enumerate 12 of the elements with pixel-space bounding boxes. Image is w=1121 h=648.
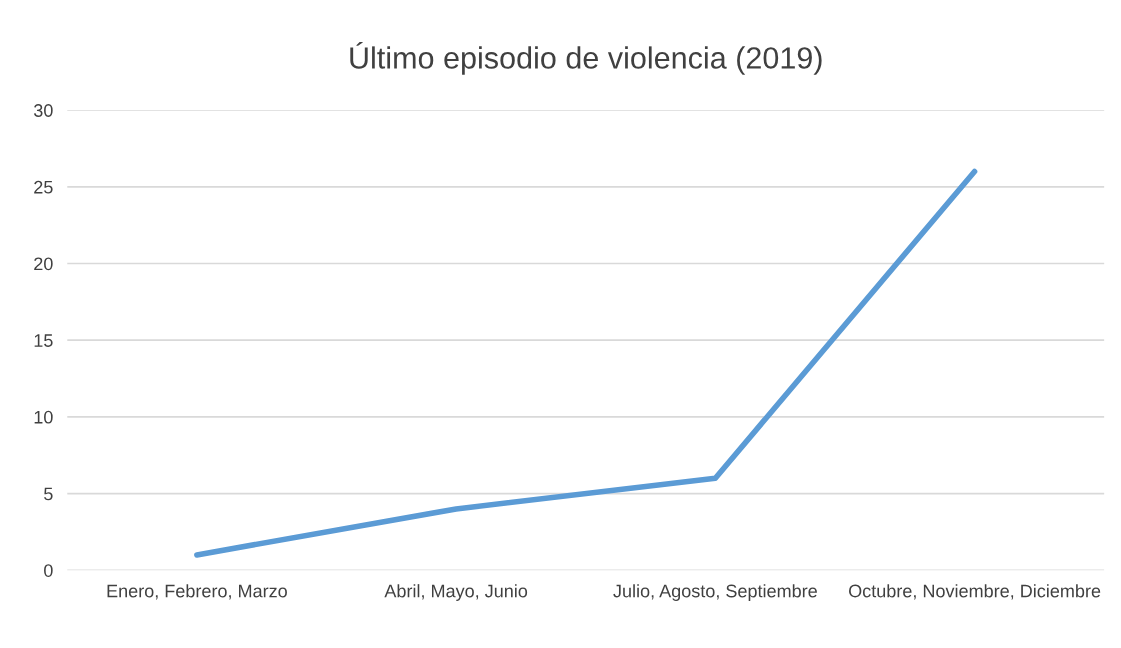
y-tick-label: 10 [34, 410, 53, 424]
x-tick-label: Abril, Mayo, Junio [384, 584, 528, 601]
y-tick-label: 5 [44, 487, 53, 501]
y-tick-label: 25 [34, 180, 53, 194]
y-tick-label: 20 [34, 257, 53, 271]
chart-title: Último episodio de violencia (2019) [350, 42, 822, 75]
x-tick-label: Julio, Agosto, Septiembre [613, 584, 817, 601]
x-tick-label: Octubre, Noviembre, Diciembre [849, 584, 1101, 600]
y-tick-label: 30 [33, 104, 53, 117]
y-tick-label: 0 [44, 564, 53, 577]
y-tick-label: 15 [34, 334, 53, 347]
x-tick-label: Enero, Febrero, Marzo [107, 584, 287, 600]
